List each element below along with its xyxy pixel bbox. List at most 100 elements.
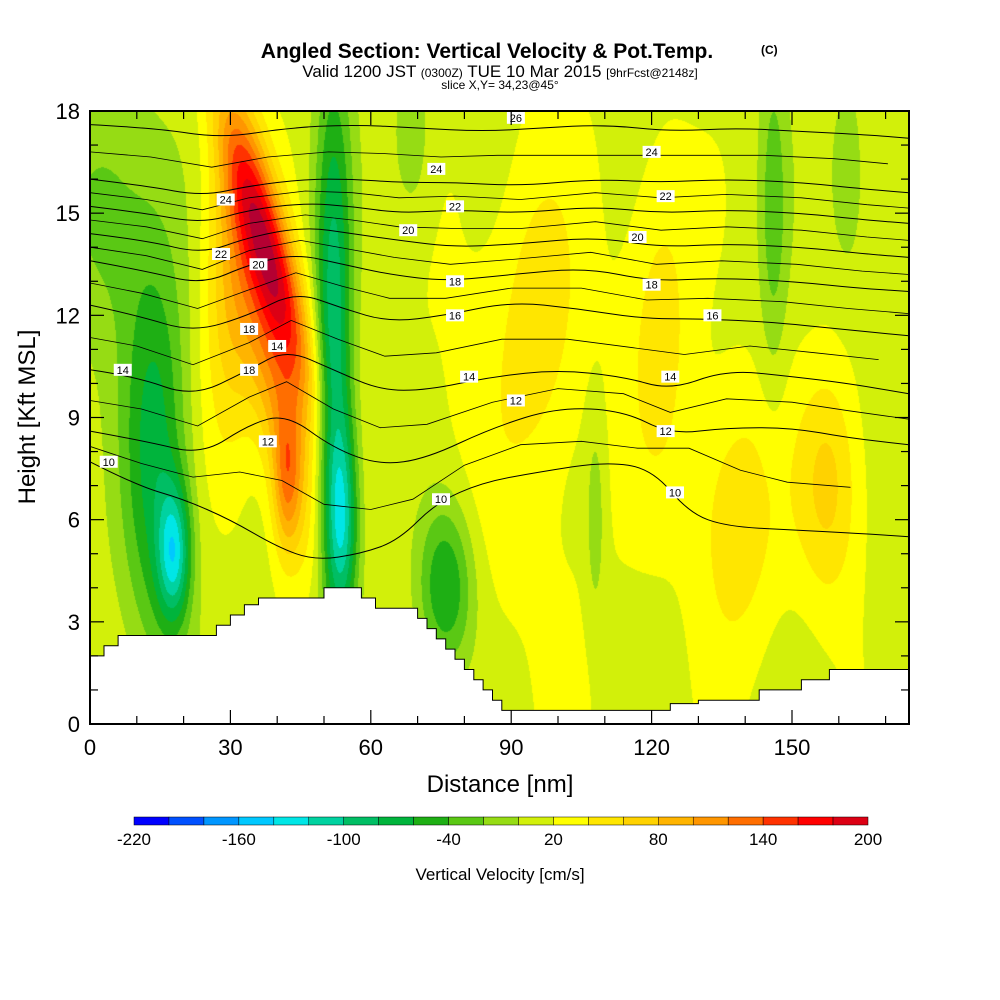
- contour-label-bg: [240, 322, 259, 335]
- contour-label-text: 12: [660, 426, 672, 438]
- contour-label: 12: [656, 425, 675, 438]
- contour-label-text: 20: [402, 225, 414, 237]
- x-tick-label: 90: [499, 735, 523, 760]
- contour-label-bg: [432, 493, 450, 506]
- contour-label: 18: [642, 278, 661, 292]
- contour-labels: 10 10 10 12 12 12 14 14 14 14 16 16 18 18 18 18 20 20 20 22…: [99, 111, 722, 506]
- theta-contour-12: [90, 408, 909, 464]
- contour-label: 18: [240, 363, 259, 377]
- contour-label-text: 16: [706, 310, 718, 322]
- theta-contour-16: [90, 295, 909, 337]
- contour-label-text: 20: [252, 259, 264, 271]
- contour-label: 10: [99, 455, 118, 469]
- colorbar-swatch: [692, 816, 729, 826]
- colorbar-swatch: [658, 816, 694, 826]
- title-main: Angled Section: Vertical Velocity & Pot.…: [261, 40, 713, 63]
- theta-contour-minor: [90, 381, 909, 429]
- contour-label: 20: [628, 231, 647, 244]
- colorbar-tick-label: 20: [544, 830, 563, 849]
- contour-label-bg: [258, 435, 277, 448]
- colorbar-tick-label: 80: [649, 830, 668, 849]
- x-axis-ticks: 0 30 60 90 120 150: [84, 111, 887, 760]
- theta-contour-minor: [90, 190, 909, 211]
- contour-label-bg: [656, 190, 675, 203]
- contour-label-bg: [113, 363, 132, 376]
- contour-label: 26: [506, 111, 525, 125]
- colorbar-swatch: [727, 816, 764, 826]
- contour-label: 10: [666, 486, 684, 499]
- theta-contour-24: [90, 178, 909, 195]
- x-tick-label: 150: [774, 735, 811, 760]
- contour-label-bg: [268, 339, 287, 352]
- contour-label-text: 18: [243, 365, 255, 377]
- colorbar-swatch: [762, 816, 799, 826]
- contour-label: 14: [268, 339, 287, 353]
- valid-date: TUE 10 Mar 2015: [467, 62, 601, 81]
- colorbar-swatch: [168, 816, 205, 826]
- colorbar-tick-label: -100: [327, 830, 361, 849]
- contour-label: 18: [446, 275, 465, 288]
- x-tick-label: 120: [633, 735, 670, 760]
- colorbar-swatch: [378, 816, 414, 826]
- contour-label: 12: [258, 435, 277, 448]
- contour-label-text: 14: [271, 341, 283, 353]
- contour-label: 16: [446, 309, 465, 322]
- contour-label-bg: [446, 275, 465, 288]
- theta-contour-22: [90, 203, 909, 224]
- colorbar-tick-label: -40: [436, 830, 461, 849]
- terrain: [89, 587, 910, 725]
- colorbar-tick-label: 140: [749, 830, 777, 849]
- contour-label: 14: [460, 370, 479, 384]
- colorbar-tick-label: -160: [222, 830, 256, 849]
- contour-label-text: 24: [645, 147, 657, 159]
- colorbar-tick-label: -220: [117, 830, 151, 849]
- contour-label-bg: [446, 309, 465, 322]
- contour-label: 18: [240, 322, 259, 336]
- colorbar-label: Vertical Velocity [cm/s]: [415, 865, 584, 884]
- colorbar-swatch: [553, 816, 589, 826]
- colorbar-swatch: [832, 816, 869, 826]
- plot-area: 10 10 10 12 12 12 14 14 14 14 16 16 18 18 18 18 20 20 20 22…: [56, 99, 910, 760]
- contour-label-text: 20: [631, 232, 643, 244]
- x-tick-label: 30: [218, 735, 242, 760]
- contour-label: 22: [212, 248, 231, 261]
- contour-label-bg: [666, 486, 684, 499]
- colorbar-swatch: [308, 816, 344, 826]
- colorbar-swatch: [273, 816, 310, 826]
- colorbar-swatch: [413, 816, 449, 826]
- contour-label: 10: [432, 493, 450, 506]
- contour-label-bg: [446, 200, 465, 213]
- contour-label-text: 10: [103, 457, 115, 469]
- contour-label-text: 24: [220, 195, 232, 207]
- theta-contour-minor: [90, 214, 909, 241]
- contour-label-bg: [99, 455, 118, 468]
- colorbar-swatch: [133, 816, 170, 826]
- colorbar-swatch: [203, 816, 240, 826]
- contour-label-text: 18: [449, 276, 461, 288]
- contour-label-text: 16: [449, 310, 461, 322]
- y-tick-label: 12: [56, 303, 80, 328]
- colorbar-swatch: [483, 816, 519, 826]
- y-tick-label: 18: [56, 99, 80, 124]
- contour-label-bg: [460, 370, 479, 383]
- contour-label-text: 24: [430, 164, 442, 176]
- contour-label-bg: [661, 370, 680, 383]
- x-tick-label: 0: [84, 735, 96, 760]
- contour-label: 20: [399, 224, 418, 237]
- y-tick-label: 3: [68, 610, 80, 635]
- contour-label-bg: [656, 425, 675, 438]
- slice-info: slice X,Y= 34,23@45°: [441, 78, 559, 92]
- theta-contour-20: [90, 228, 909, 258]
- contour-label-text: 22: [215, 249, 227, 261]
- contour-label-text: 18: [243, 324, 255, 336]
- contour-label: 14: [661, 370, 680, 384]
- colorbar-tick-labels: -220 -160 -100 -40 20 80 140 200: [117, 830, 882, 849]
- theta-contour-minor: [90, 239, 909, 275]
- colorbar-swatch: [623, 816, 659, 826]
- contour-label-bg: [240, 363, 259, 376]
- contour-label-text: 12: [262, 436, 274, 448]
- valid-line: Valid 1200 JST (0300Z) TUE 10 Mar 2015 […: [302, 62, 697, 81]
- colorbar-swatches: [133, 816, 869, 826]
- colorbar: -220 -160 -100 -40 20 80 140 200 Vertical Veloc…: [117, 816, 882, 884]
- theta-contour-14: [90, 354, 909, 395]
